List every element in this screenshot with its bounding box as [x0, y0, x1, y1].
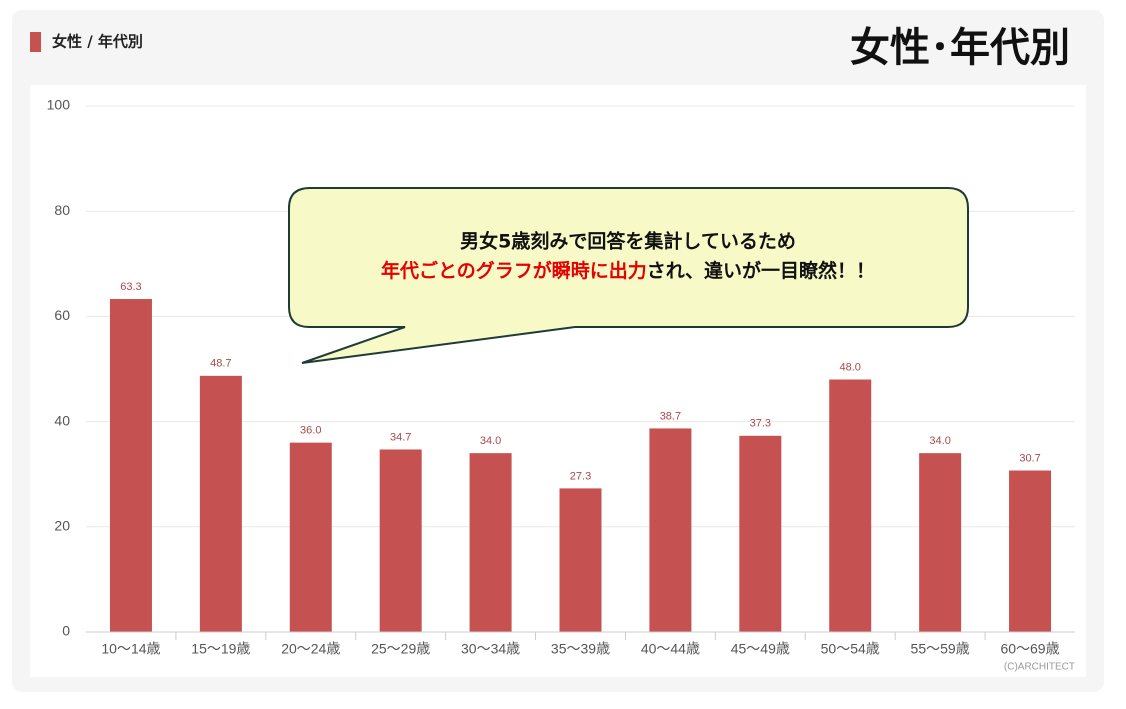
value-label: 48.0: [840, 361, 861, 373]
value-label: 34.7: [390, 431, 411, 443]
bar: [739, 435, 782, 632]
value-label: 34.0: [929, 435, 950, 447]
x-tick-label: 40〜44歳: [641, 641, 700, 657]
legend-label: 女性 / 年代別: [52, 33, 143, 51]
bar: [829, 379, 872, 632]
y-tick-label: 60: [54, 307, 70, 323]
x-tick-label: 20〜24歳: [281, 641, 340, 657]
x-tick-label: 15〜19歳: [191, 641, 250, 657]
value-label: 34.0: [480, 435, 501, 447]
value-label: 36.0: [300, 425, 321, 437]
callout: 男女5歳刻みで回答を集計しているため 年代ごとのグラフが瞬時に出力され、違いが一…: [288, 187, 969, 364]
chart-title: 女性･年代別: [850, 25, 1070, 71]
value-label: 30.7: [1019, 452, 1040, 464]
bar: [559, 488, 602, 632]
bar: [1009, 470, 1052, 632]
value-label: 37.3: [750, 418, 771, 430]
x-tick-label: 35〜39歳: [551, 641, 610, 657]
bar: [469, 453, 512, 632]
callout-text: され、違いが一目瞭然！！: [647, 259, 875, 282]
x-tick-label: 10〜14歳: [101, 641, 160, 657]
value-label: 48.7: [210, 358, 231, 370]
x-tick-label: 45〜49歳: [731, 641, 790, 657]
x-tick-label: 25〜29歳: [371, 641, 430, 657]
y-tick-label: 40: [54, 412, 70, 428]
bar: [289, 442, 332, 632]
bar: [919, 453, 962, 632]
y-tick-label: 80: [54, 202, 70, 218]
value-label: 27.3: [570, 470, 591, 482]
copyright: (C)ARCHITECT: [1004, 662, 1075, 673]
value-label: 38.7: [660, 410, 681, 422]
bars: 10〜14歳 63.3 15〜19歳 48.7 20〜24歳 36.0 25〜29歳 34.7…: [101, 281, 1059, 657]
value-label: 63.3: [120, 281, 141, 293]
bar: [379, 449, 422, 632]
bar: [199, 375, 242, 632]
x-tick-label: 55〜59歳: [911, 641, 970, 657]
bar: [109, 299, 152, 632]
y-tick-label: 20: [54, 518, 70, 534]
legend-swatch: [30, 32, 41, 52]
x-tick-label: 60〜69歳: [1000, 641, 1059, 657]
callout-line: 年代ごとのグラフが瞬時に出力され、違いが一目瞭然！！: [381, 259, 875, 282]
callout-bubble: [288, 187, 969, 364]
callout-highlight: 年代ごとのグラフが瞬時に出力: [381, 259, 647, 282]
callout-line: 男女5歳刻みで回答を集計しているため: [460, 230, 796, 253]
y-tick-label: 100: [47, 97, 71, 113]
bar: [649, 428, 692, 632]
x-tick-label: 50〜54歳: [821, 641, 880, 657]
x-tick-label: 30〜34歳: [461, 641, 520, 657]
y-tick-label: 0: [62, 623, 70, 639]
